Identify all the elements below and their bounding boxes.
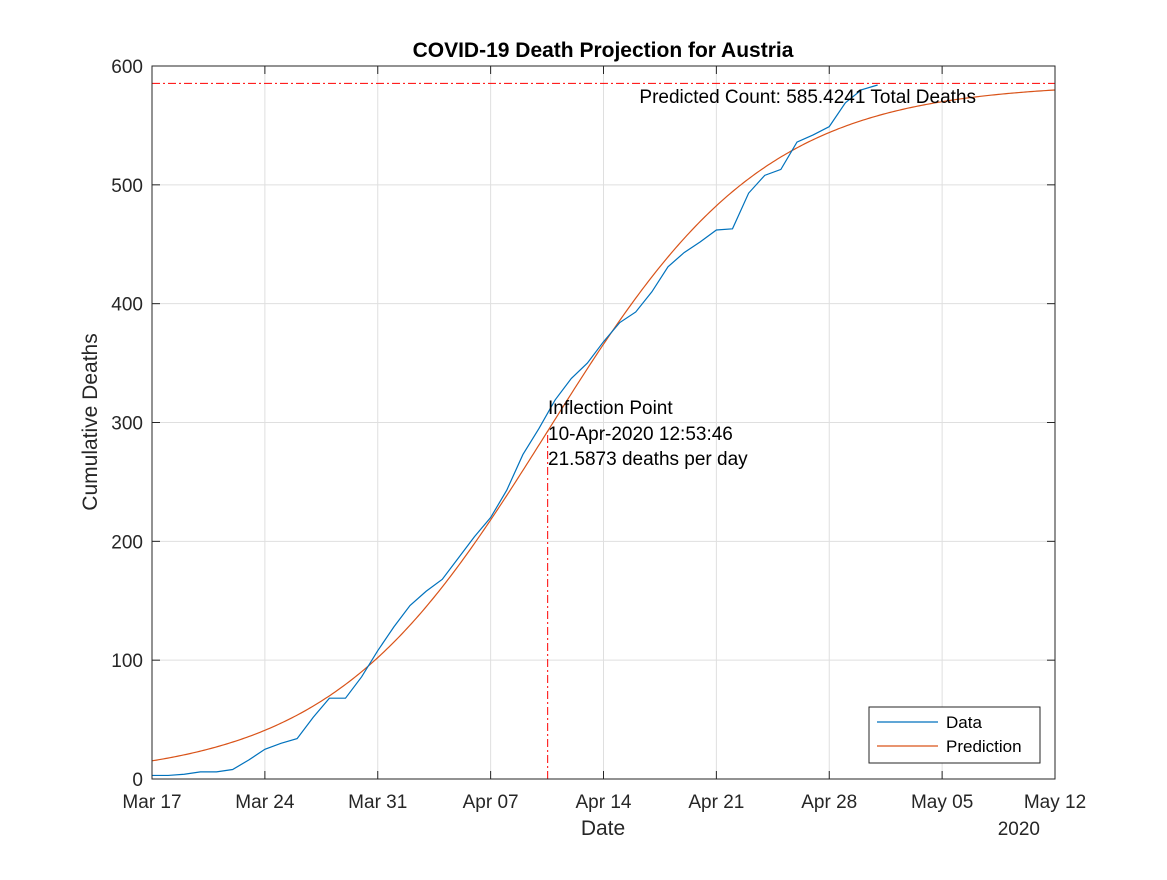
x-tick-label: Mar 31 [348, 792, 407, 813]
y-tick-label: 200 [111, 532, 143, 553]
legend-label-data: Data [946, 713, 982, 732]
x-tick-label: Apr 21 [688, 792, 744, 813]
y-axis-label: Cumulative Deaths [79, 333, 102, 510]
y-tick-label: 600 [111, 57, 143, 78]
y-tick-label: 400 [111, 295, 143, 316]
chart-title: COVID-19 Death Projection for Austria [413, 39, 794, 62]
prediction-series-line [151, 89, 1056, 762]
predicted-count-annotation: Predicted Count: 585.4241 Total Deaths [639, 87, 976, 108]
grid-lines [152, 66, 1055, 779]
inflection-annotation-line-3: 21.5873 deaths per day [548, 449, 748, 470]
x-axis-year-label: 2020 [998, 819, 1040, 840]
legend-box [868, 706, 1041, 764]
x-tick-label: Apr 07 [463, 792, 519, 813]
inflection-annotation-line-1: Inflection Point [548, 398, 673, 419]
x-tick-label: Apr 14 [576, 792, 632, 813]
x-axis-label: Date [581, 817, 625, 840]
x-tick-label: Apr 28 [801, 792, 857, 813]
series-layer [151, 84, 1056, 777]
y-tick-label: 0 [132, 770, 143, 791]
axis-ticks: Mar 17 Mar 24 Mar 31 Apr 07 Apr 14 Apr 21 Apr … [111, 57, 1086, 813]
x-tick-label: May 05 [911, 792, 973, 813]
x-tick-label: May 12 [1024, 792, 1086, 813]
reference-lines [152, 82, 1055, 779]
y-tick-label: 500 [111, 176, 143, 197]
data-series-line [152, 84, 878, 777]
y-tick-label: 100 [111, 651, 143, 672]
legend-label-prediction: Prediction [946, 737, 1022, 756]
x-tick-label: Mar 24 [235, 792, 295, 813]
y-tick-label: 300 [111, 414, 143, 435]
inflection-annotation-line-2: 10-Apr-2020 12:53:46 [548, 424, 733, 445]
legend: Data Prediction [868, 706, 1041, 764]
inflection-annotation: Inflection Point 10-Apr-2020 12:53:46 21… [548, 398, 748, 470]
x-tick-label: Mar 17 [122, 792, 181, 813]
